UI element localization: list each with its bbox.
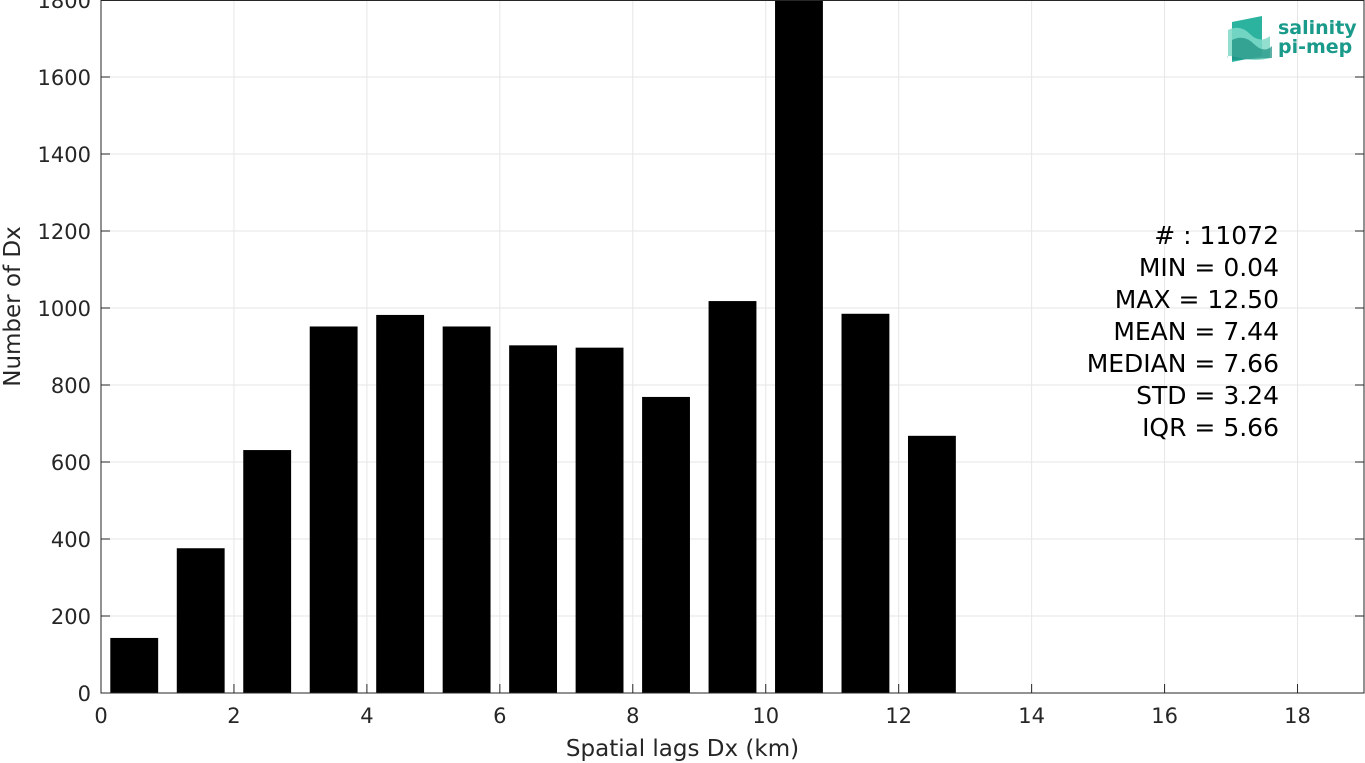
histogram-bar [442, 326, 491, 693]
x-tick-label: 10 [752, 704, 779, 728]
x-tick-label: 6 [493, 704, 506, 728]
histogram-bar [176, 548, 225, 693]
y-tick-label: 600 [51, 451, 91, 475]
x-axis-title: Spatial lags Dx (km) [566, 736, 799, 762]
y-tick-label: 1600 [38, 66, 91, 90]
x-tick-label: 12 [885, 704, 912, 728]
y-tick-label: 800 [51, 374, 91, 398]
histogram-bars [110, 0, 956, 693]
x-axis-ticks: 0 2 4 6 8 10 12 14 16 18 [94, 684, 1311, 728]
y-tick-label: 1000 [38, 297, 91, 321]
x-tick-label: 4 [360, 704, 373, 728]
stats-line: MEAN = 7.44 [1113, 317, 1279, 346]
stats-line: STD = 3.24 [1136, 381, 1279, 410]
x-tick-label: 8 [626, 704, 639, 728]
x-tick-label: 2 [227, 704, 240, 728]
logo-wave-icon [1227, 16, 1272, 62]
histogram-bar [775, 0, 823, 693]
y-tick-label: 1400 [38, 143, 91, 167]
histogram-bar [243, 450, 292, 693]
histogram-bar [642, 396, 690, 693]
histogram-bar [708, 301, 757, 693]
y-tick-label: 400 [51, 528, 91, 552]
x-tick-label: 14 [1018, 704, 1045, 728]
y-tick-label: 1800 [38, 0, 91, 13]
x-tick-label: 0 [94, 704, 107, 728]
stats-line: MAX = 12.50 [1115, 285, 1279, 314]
logo-line-pi-mep: pi-mep [1278, 36, 1352, 58]
statistics-box: # : 11072 MIN = 0.04 MAX = 12.50 MEAN = 7.4… [1087, 221, 1279, 442]
histogram-bar [575, 347, 624, 693]
stats-line: MIN = 0.04 [1139, 253, 1279, 282]
histogram-bar [309, 326, 358, 693]
histogram-bar [376, 314, 425, 693]
stats-line: # : 11072 [1154, 221, 1279, 250]
stats-line: IQR = 5.66 [1142, 413, 1279, 442]
x-tick-label: 16 [1151, 704, 1178, 728]
salinity-pi-mep-logo: salinity pi-mep [1227, 16, 1357, 62]
histogram-bar [509, 345, 558, 693]
axes-frame [100, 0, 1365, 694]
y-axis-ticks: 0 200 400 600 800 1000 1200 1400 1600 1800 [38, 0, 1364, 706]
histogram-bar [841, 313, 890, 693]
y-tick-label: 200 [51, 605, 91, 629]
x-tick-label: 18 [1284, 704, 1311, 728]
y-axis-title: Number of Dx [0, 226, 26, 387]
y-tick-label: 1200 [38, 220, 91, 244]
y-tick-label: 0 [78, 682, 91, 706]
logo-line-salinity: salinity [1278, 17, 1357, 39]
histogram-bar [110, 637, 159, 693]
stats-line: MEDIAN = 7.66 [1087, 349, 1279, 378]
histogram-bar [907, 435, 956, 693]
